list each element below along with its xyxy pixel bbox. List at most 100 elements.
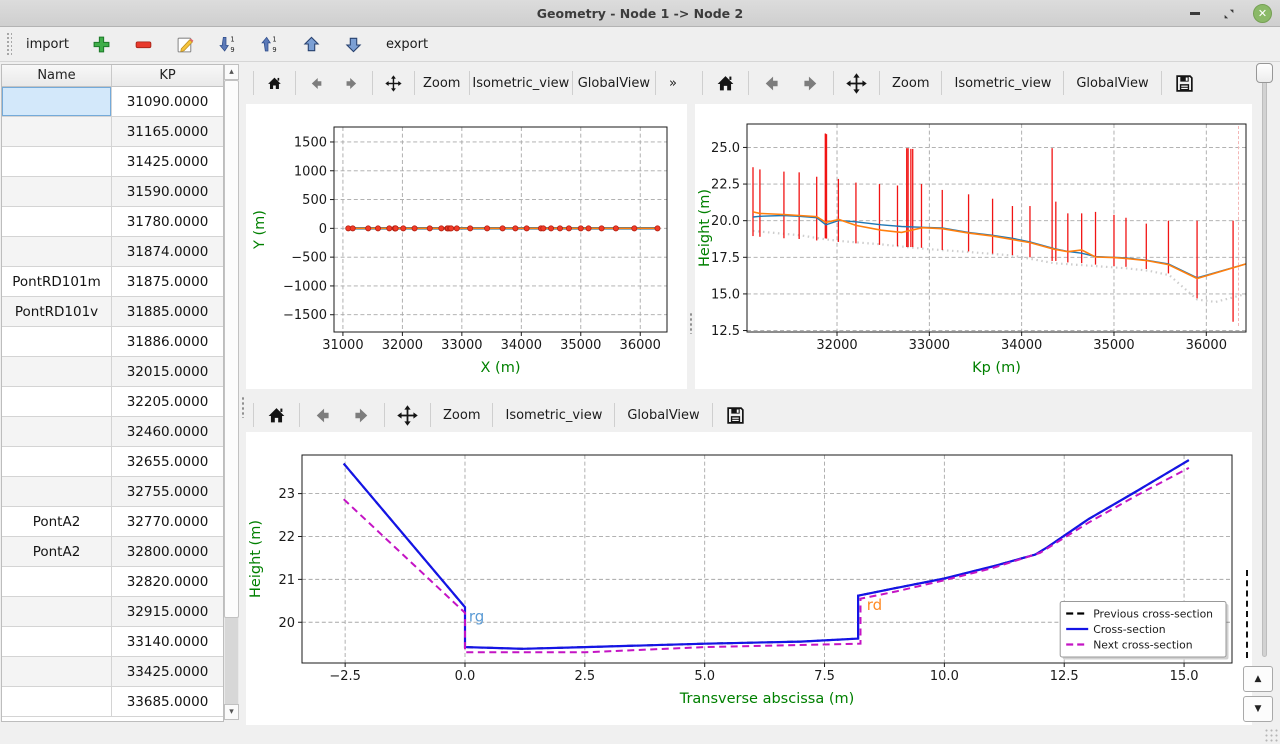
kp-cell[interactable]: 32460.0000	[126, 423, 209, 440]
kp-cell[interactable]: 32800.0000	[126, 543, 209, 560]
save-figure-button[interactable]	[1165, 68, 1204, 98]
pane-down-button[interactable]: ▼	[1243, 696, 1273, 722]
name-cell[interactable]	[2, 327, 112, 356]
pane-up-button[interactable]: ▲	[1243, 666, 1273, 692]
globalview-button[interactable]: GlobalView	[627, 407, 700, 423]
isometric-view-button[interactable]: Isometric_view	[472, 75, 570, 91]
name-cell[interactable]	[2, 657, 112, 686]
name-cell[interactable]: PontRD101m	[2, 267, 112, 296]
minimize-button[interactable]	[1185, 4, 1205, 24]
plan-view-chart[interactable]: 31000 32000 33000 34000 35000 36000 −1500 −1000…	[246, 104, 687, 389]
kp-cell[interactable]: 32915.0000	[126, 603, 209, 620]
name-cell[interactable]	[2, 417, 112, 446]
overflow-button[interactable]: »	[669, 75, 677, 91]
export-button[interactable]: export	[385, 36, 429, 52]
vertical-splitter[interactable]	[240, 62, 246, 744]
name-cell[interactable]	[2, 597, 112, 626]
import-button[interactable]: import	[26, 36, 69, 52]
zoom-button[interactable]: Zoom	[443, 407, 481, 423]
cross-section-chart[interactable]: rg rd −2.5 0.0 2.5 5.0 7.5 10.0 12.5 15.0 20 21 22 23…	[246, 432, 1252, 725]
name-cell[interactable]	[2, 687, 112, 716]
kp-cell[interactable]: 31885.0000	[126, 303, 209, 320]
name-cell[interactable]: PontA2	[2, 537, 112, 566]
name-cell[interactable]	[2, 177, 112, 206]
name-cell[interactable]	[2, 147, 112, 176]
name-cell[interactable]: PontRD101v	[2, 297, 112, 326]
scrollbar-groove[interactable]	[225, 618, 238, 704]
maximize-button[interactable]	[1219, 4, 1239, 24]
name-cell[interactable]	[2, 477, 112, 506]
scroll-down-button[interactable]: ▾	[224, 704, 239, 720]
slider-groove[interactable]	[1262, 67, 1267, 657]
name-cell[interactable]	[2, 87, 112, 116]
kp-cell[interactable]: 32755.0000	[126, 483, 209, 500]
back-button[interactable]	[303, 400, 342, 430]
kp-cell[interactable]: 33425.0000	[126, 663, 209, 680]
edit-button[interactable]	[172, 31, 199, 57]
window-resize-grip[interactable]	[1264, 728, 1278, 742]
top-plots-splitter[interactable]	[687, 62, 695, 389]
zoom-button[interactable]: Zoom	[422, 75, 461, 91]
forward-button[interactable]	[791, 68, 830, 98]
kp-cell[interactable]: 33140.0000	[126, 633, 209, 650]
slider-handle[interactable]	[1256, 63, 1273, 83]
kp-cell[interactable]: 31875.0000	[126, 273, 209, 290]
kp-cell[interactable]: 31886.0000	[126, 333, 209, 350]
kp-cell[interactable]: 31874.0000	[126, 243, 209, 260]
name-cell[interactable]	[2, 117, 112, 146]
name-cell[interactable]: PontA2	[2, 507, 112, 536]
pan-button[interactable]	[837, 68, 876, 98]
home-button[interactable]	[706, 68, 745, 98]
kp-cell[interactable]: 31165.0000	[126, 123, 209, 140]
kp-cell[interactable]: 32015.0000	[126, 363, 209, 380]
pan-button[interactable]	[388, 400, 427, 430]
zoom-button[interactable]: Zoom	[892, 75, 930, 91]
isometric-view-button[interactable]: Isometric_view	[954, 75, 1052, 91]
name-cell[interactable]	[2, 567, 112, 596]
kp-cell[interactable]: 31090.0000	[126, 93, 209, 110]
forward-button[interactable]	[342, 400, 381, 430]
kp-cell[interactable]: 32655.0000	[126, 453, 209, 470]
kp-cell[interactable]: 32205.0000	[126, 393, 209, 410]
scroll-up-button[interactable]: ▴	[224, 64, 239, 80]
pan-button[interactable]	[376, 68, 411, 98]
long-profile-canvas[interactable]: 32000 33000 34000 35000 36000 12.5 15.0 17.5 20.…	[695, 104, 1252, 389]
globalview-button[interactable]: GlobalView	[1076, 75, 1149, 91]
name-cell[interactable]	[2, 627, 112, 656]
move-up-button[interactable]	[298, 31, 325, 57]
toolbar-grip[interactable]	[6, 32, 12, 56]
kp-cell[interactable]: 33685.0000	[126, 693, 209, 710]
save-figure-button[interactable]	[716, 400, 755, 430]
kp-cell[interactable]: 32820.0000	[126, 573, 209, 590]
delete-row-button[interactable]	[130, 31, 157, 57]
back-button[interactable]	[299, 68, 334, 98]
isometric-view-button[interactable]: Isometric_view	[505, 407, 603, 423]
kp-cell[interactable]: 32770.0000	[126, 513, 209, 530]
table-scrollbar[interactable]: ▴ ▾	[224, 64, 239, 720]
forward-button[interactable]	[334, 68, 369, 98]
name-cell[interactable]	[2, 387, 112, 416]
horizontal-splitter[interactable]	[246, 389, 1254, 398]
cross-section-canvas[interactable]: rg rd −2.5 0.0 2.5 5.0 7.5 10.0 12.5 15.0 20 21 22 23…	[246, 432, 1252, 725]
name-cell[interactable]	[2, 447, 112, 476]
name-cell[interactable]	[2, 207, 112, 236]
move-down-button[interactable]	[340, 31, 367, 57]
name-cell[interactable]	[2, 357, 112, 386]
column-header-kp[interactable]: KP	[159, 68, 176, 83]
kp-cell[interactable]: 31780.0000	[126, 213, 209, 230]
back-button[interactable]	[752, 68, 791, 98]
name-cell[interactable]	[2, 237, 112, 266]
kp-cell[interactable]: 31590.0000	[126, 183, 209, 200]
kp-cell[interactable]: 31425.0000	[126, 153, 209, 170]
scrollbar-thumb[interactable]	[224, 80, 239, 618]
globalview-button[interactable]: GlobalView	[577, 75, 651, 91]
titlebar[interactable]: Geometry - Node 1 -> Node 2 ✕	[0, 0, 1280, 27]
add-row-button[interactable]	[88, 31, 115, 57]
long-profile-chart[interactable]: 32000 33000 34000 35000 36000 12.5 15.0 17.5 20.…	[695, 104, 1252, 389]
column-header-name[interactable]: Name	[2, 65, 112, 86]
home-button[interactable]	[257, 400, 296, 430]
close-button[interactable]: ✕	[1253, 4, 1272, 23]
home-button[interactable]	[257, 68, 292, 98]
